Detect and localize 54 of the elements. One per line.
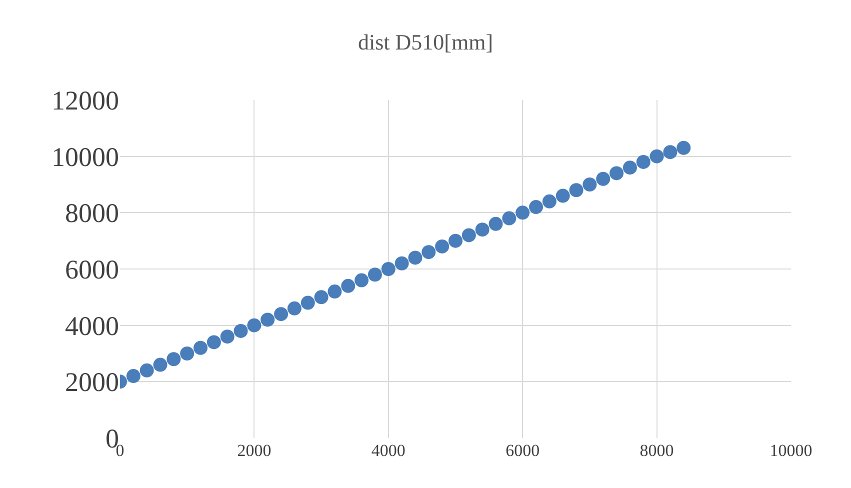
point [422, 245, 436, 260]
point [354, 273, 369, 288]
point [462, 228, 476, 242]
point [636, 154, 650, 169]
x-tick-label: 2000 [237, 441, 272, 460]
point [314, 290, 328, 304]
x-tick-label: 10000 [770, 441, 812, 460]
point [368, 268, 382, 282]
point [569, 183, 584, 198]
y-tick-label: 8000 [65, 198, 119, 228]
point [394, 256, 409, 270]
x-tick-label: 4000 [371, 441, 406, 460]
point [516, 206, 530, 220]
point [341, 278, 356, 293]
point [610, 166, 624, 180]
y-tick-label: 10000 [52, 142, 119, 172]
point [622, 160, 637, 175]
point [220, 330, 234, 344]
point [556, 188, 570, 203]
point [502, 211, 516, 226]
y-tick-label: 2000 [65, 367, 119, 398]
point [448, 234, 462, 248]
point [166, 352, 181, 366]
point [206, 335, 221, 350]
y-tick-label: 4000 [65, 310, 119, 341]
point [180, 346, 194, 360]
point [247, 318, 262, 332]
point [328, 284, 342, 299]
point [300, 296, 315, 310]
point [194, 340, 208, 355]
point [435, 239, 450, 254]
point [650, 149, 664, 164]
chart-title: dist D510[mm] [358, 30, 494, 55]
y-tick-label: 6000 [65, 254, 119, 284]
point [234, 324, 248, 338]
point [488, 216, 503, 231]
point [663, 145, 678, 160]
point [596, 172, 610, 186]
point [542, 194, 556, 208]
x-tick-label: 8000 [640, 441, 674, 460]
point [260, 312, 275, 327]
x-tick-label: 6000 [506, 441, 540, 460]
point [408, 250, 422, 265]
point [475, 222, 490, 237]
point [126, 369, 140, 384]
y-tick-label: 12000 [52, 85, 119, 116]
point [274, 307, 288, 322]
point [381, 262, 396, 276]
point [153, 358, 168, 372]
point [287, 301, 302, 316]
point [140, 363, 154, 378]
point [582, 178, 597, 192]
point [676, 140, 691, 155]
point [529, 200, 544, 214]
